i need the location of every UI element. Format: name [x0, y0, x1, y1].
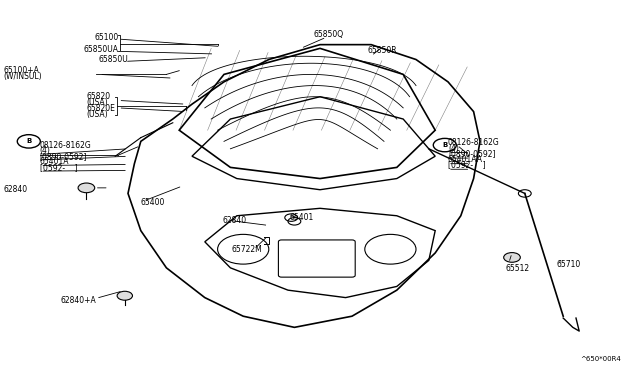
Text: (W/INSUL): (W/INSUL)	[3, 72, 42, 81]
Text: B: B	[442, 142, 447, 148]
Text: 65850R: 65850R	[368, 46, 397, 55]
Text: [0890-0592]: [0890-0592]	[448, 149, 495, 158]
Text: 65401AA: 65401AA	[448, 155, 483, 164]
Text: 65820: 65820	[86, 92, 111, 101]
Text: 65710: 65710	[557, 260, 581, 269]
Text: 08126-8162G: 08126-8162G	[448, 138, 500, 147]
Text: 65850Q: 65850Q	[314, 30, 344, 39]
Text: 65820E: 65820E	[86, 104, 115, 113]
Text: 65850U: 65850U	[99, 55, 128, 64]
Text: 65722M: 65722M	[232, 245, 262, 254]
Text: 65100+A: 65100+A	[3, 66, 39, 75]
Text: B: B	[26, 138, 31, 144]
Text: 65512: 65512	[506, 264, 530, 273]
Circle shape	[78, 183, 95, 193]
Text: 62840+A: 62840+A	[61, 296, 97, 305]
Text: 65401A: 65401A	[40, 157, 69, 166]
Circle shape	[117, 291, 132, 300]
Text: 65400: 65400	[141, 198, 165, 207]
Text: [0890-0592]: [0890-0592]	[40, 152, 87, 161]
Circle shape	[504, 253, 520, 262]
Text: 62840: 62840	[223, 216, 247, 225]
Text: (4): (4)	[448, 144, 459, 153]
Text: (4): (4)	[40, 146, 51, 155]
Text: 65100: 65100	[94, 33, 118, 42]
Text: 08126-8162G: 08126-8162G	[40, 141, 92, 150]
Text: 65850UA: 65850UA	[83, 45, 118, 54]
Text: (USA): (USA)	[86, 98, 108, 107]
Text: [0592-    ]: [0592- ]	[40, 163, 77, 172]
Text: [0592-    ]: [0592- ]	[448, 160, 486, 169]
Text: ^650*00R4: ^650*00R4	[580, 356, 621, 362]
Text: 65401: 65401	[289, 213, 314, 222]
Text: 62840: 62840	[3, 185, 28, 194]
Text: (USA): (USA)	[86, 110, 108, 119]
